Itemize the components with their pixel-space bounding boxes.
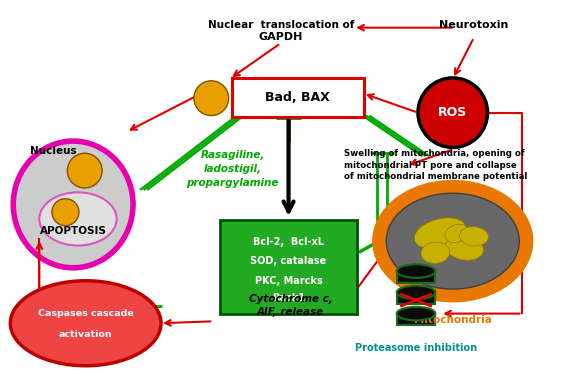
Ellipse shape: [396, 264, 436, 278]
Circle shape: [68, 153, 102, 188]
Text: activation: activation: [59, 330, 112, 339]
FancyBboxPatch shape: [396, 271, 436, 283]
Text: Bcl-2,  Bcl-xL: Bcl-2, Bcl-xL: [253, 237, 324, 247]
Text: Nuclear  translocation of: Nuclear translocation of: [208, 20, 354, 30]
Ellipse shape: [421, 242, 450, 264]
Ellipse shape: [414, 218, 466, 249]
Text: Nucleus: Nucleus: [30, 146, 76, 156]
Ellipse shape: [445, 224, 469, 242]
Ellipse shape: [10, 281, 161, 366]
Text: SOD, catalase: SOD, catalase: [250, 256, 327, 267]
Text: Proteasome inhibition: Proteasome inhibition: [355, 343, 477, 352]
Text: APOPTOSIS: APOPTOSIS: [40, 227, 107, 236]
Ellipse shape: [460, 227, 488, 246]
Text: Mitochondria: Mitochondria: [414, 314, 492, 325]
Ellipse shape: [396, 307, 436, 320]
Text: Bad, BAX: Bad, BAX: [265, 91, 330, 104]
Text: Swelling of mitochondria, opening of
mitochondrial PT pore and collapse
of mitoc: Swelling of mitochondria, opening of mit…: [344, 149, 527, 181]
Text: Caspases cascade: Caspases cascade: [38, 309, 133, 318]
FancyBboxPatch shape: [220, 220, 357, 314]
Circle shape: [418, 78, 487, 147]
Text: Rasagiline,
ladostigil,
propargylamine: Rasagiline, ladostigil, propargylamine: [186, 150, 279, 188]
Ellipse shape: [13, 141, 133, 268]
Text: Cytochrome c,
AIF, release: Cytochrome c, AIF, release: [249, 294, 332, 317]
Ellipse shape: [396, 286, 436, 299]
Ellipse shape: [39, 192, 116, 245]
Text: Rack1: Rack1: [272, 293, 305, 303]
Ellipse shape: [374, 181, 532, 301]
Ellipse shape: [386, 193, 519, 289]
Circle shape: [52, 199, 79, 226]
FancyBboxPatch shape: [396, 292, 436, 304]
Circle shape: [194, 81, 229, 116]
Text: GAPDH: GAPDH: [258, 32, 303, 41]
Text: Neurotoxin: Neurotoxin: [439, 20, 509, 30]
FancyBboxPatch shape: [396, 314, 436, 325]
FancyBboxPatch shape: [232, 78, 364, 116]
Text: PKC, Marcks: PKC, Marcks: [254, 276, 323, 286]
Ellipse shape: [445, 236, 483, 260]
Text: ROS: ROS: [438, 106, 467, 119]
